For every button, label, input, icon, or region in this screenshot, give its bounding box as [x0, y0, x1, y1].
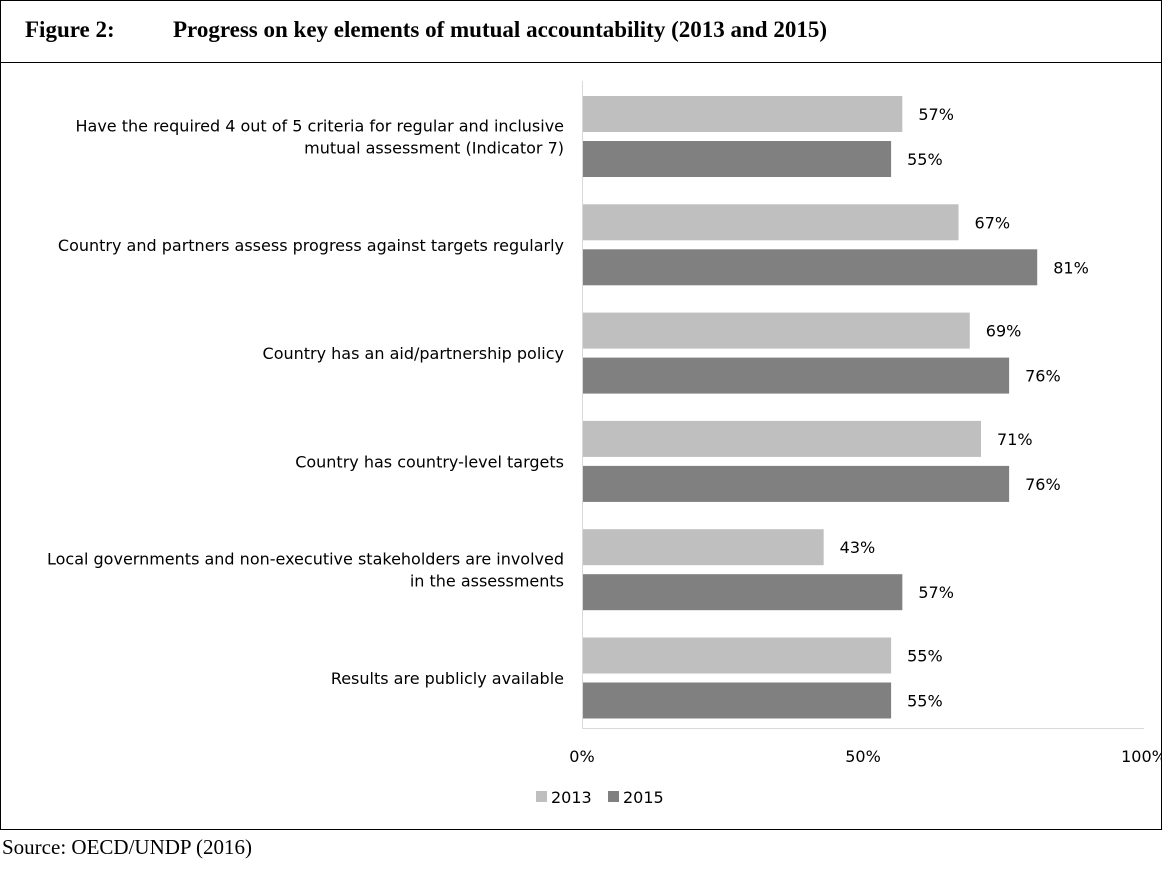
value-label-2015-5: 57% [918, 583, 954, 602]
value-label-2015-4: 76% [1025, 475, 1061, 494]
bar-2013-2 [582, 204, 959, 241]
tick-label-1: 0% [569, 747, 594, 766]
figure-number: Figure 2: [25, 17, 115, 42]
figure-title: Progress on key elements of mutual accou… [173, 17, 827, 42]
source-note: Source: OECD/UNDP (2016) [2, 835, 253, 859]
bar-2013-1 [582, 96, 903, 132]
legend: 2013 2015 [536, 788, 664, 807]
value-label-2015-2: 81% [1053, 258, 1089, 277]
value-label-2015-1: 55% [907, 150, 943, 169]
value-label-2013-4: 71% [997, 430, 1033, 449]
bar-2015-1 [582, 141, 892, 177]
bar-2015-2 [582, 249, 1038, 286]
figure-title-bar: Figure 2: Progress on key elements of mu… [1, 1, 1161, 63]
tick-label-2: 50% [845, 747, 881, 766]
bar-2013-4 [582, 420, 982, 457]
legend-label-2013: 2013 [551, 788, 592, 807]
bar-2013-3 [582, 312, 970, 349]
category-label-6: Results are publicly available [331, 669, 564, 688]
legend-swatch-2015 [608, 791, 619, 802]
legend-swatch-2013 [536, 791, 547, 802]
value-label-2013-6: 55% [907, 647, 943, 666]
category-label-1: Have the required 4 out of 5 criteria fo… [76, 117, 565, 158]
category-label-4: Country has country-level targets [295, 452, 564, 471]
value-label-2013-1: 57% [918, 105, 954, 124]
value-label-2015-6: 55% [907, 692, 943, 711]
category-label-5: Local governments and non-executive stak… [47, 550, 564, 591]
bar-2015-6 [582, 682, 892, 719]
legend-label-2015: 2015 [623, 788, 664, 807]
tick-label-3: 100% [1121, 747, 1161, 766]
bar-2013-6 [582, 637, 892, 674]
value-axis: 0% 50% 100% [569, 81, 1161, 766]
value-label-2013-5: 43% [840, 538, 876, 557]
category-label-3: Country has an aid/partnership policy [263, 344, 564, 363]
category-labels: Have the required 4 out of 5 criteria fo… [47, 117, 564, 689]
bars-group [582, 96, 1038, 719]
bar-2015-5 [582, 574, 903, 611]
value-label-2015-3: 76% [1025, 367, 1061, 386]
value-label-2013-2: 67% [975, 213, 1011, 232]
bar-2013-5 [582, 529, 824, 566]
figure-frame: Figure 2: Progress on key elements of mu… [0, 0, 1162, 830]
bar-2015-3 [582, 357, 1010, 394]
bar-chart: Have the required 4 out of 5 criteria fo… [47, 81, 1161, 807]
category-label-2: Country and partners assess progress aga… [58, 236, 564, 255]
bar-2015-4 [582, 465, 1010, 502]
value-label-2013-3: 69% [986, 322, 1022, 341]
value-labels: 57% 55% 67% 81% 69% 76% 71% 76% 43% 57% 55% 55% [840, 105, 1089, 711]
